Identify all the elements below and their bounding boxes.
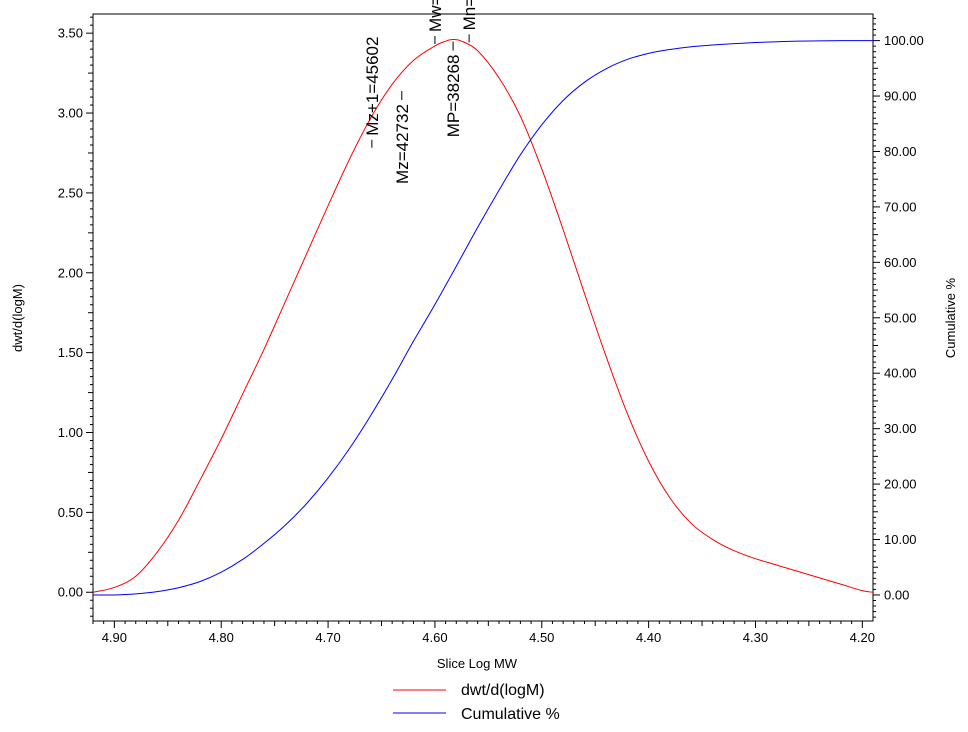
annotation-marker: Mz=42732	[393, 91, 412, 184]
legend: dwt/d(logM) Cumulative %	[393, 682, 560, 723]
y-tick-label: 3.50	[58, 26, 83, 41]
annotation-marker: Mn=36999	[460, 0, 479, 43]
annotation-marker: Mz+1=45602	[363, 37, 382, 148]
y-tick-label: 1.00	[58, 425, 83, 440]
legend-label-dwt: dwt/d(logM)	[461, 682, 545, 699]
legend-label-cumulative: Cumulative %	[461, 706, 560, 723]
annotation-marker: MP=38268	[444, 41, 463, 138]
y2-tick-label: 10.00	[884, 532, 917, 547]
x-tick-label: 4.20	[850, 630, 875, 645]
x-tick-label: 4.70	[315, 630, 340, 645]
y2-axis-title: Cumulative %	[943, 277, 958, 358]
y2-tick-label: 60.00	[884, 255, 917, 270]
plot-area	[92, 13, 874, 622]
y2-tick-label: 50.00	[884, 310, 917, 325]
y-tick-label: 0.00	[58, 585, 83, 600]
y-tick-label: 3.00	[58, 106, 83, 121]
x-tick-label: 4.50	[529, 630, 554, 645]
y-tick-label: 0.50	[58, 505, 83, 520]
y2-tick-label: 40.00	[884, 366, 917, 381]
x-tick-label: 4.30	[743, 630, 768, 645]
annotation-label: Mw=39850	[426, 0, 445, 32]
annotation-label: Mz=42732	[393, 104, 412, 184]
annotation-label: Mn=36999	[460, 0, 479, 30]
x-tick-label: 4.40	[636, 630, 661, 645]
x-tick-label: 4.80	[209, 630, 234, 645]
series-line-dwt	[92, 39, 874, 593]
y-tick-label: 1.50	[58, 345, 83, 360]
annotation-marker: Mw=39850	[426, 0, 445, 44]
series-layer	[92, 39, 874, 596]
annotation-label: MP=38268	[444, 55, 463, 138]
y2-tick-label: 30.00	[884, 421, 917, 436]
y2-tick-label: 70.00	[884, 199, 917, 214]
y-tick-label: 2.50	[58, 185, 83, 200]
x-tick-label: 4.60	[422, 630, 447, 645]
y2-tick-label: 20.00	[884, 477, 917, 492]
annotation-label: Mz+1=45602	[363, 37, 382, 136]
y-axis-title: dwt/d(logM)	[10, 284, 25, 352]
series-line-cumulative	[92, 40, 873, 596]
y2-tick-label: 0.00	[884, 587, 909, 602]
y-tick-label: 2.00	[58, 265, 83, 280]
x-axis-title: Slice Log MW	[437, 656, 518, 671]
molecular-weight-annotations: Mz+1=45602 Mz=42732 Mw=39850 MP=38268 Mn=369…	[363, 0, 479, 184]
axis-ticks: 4.90 4.80 4.70 4.60 4.50 4.40 4.30 4.20 0.00 0.50…	[58, 16, 924, 645]
x-tick-label: 4.90	[102, 630, 127, 645]
y2-tick-label: 80.00	[884, 144, 917, 159]
y2-tick-label: 100.00	[884, 33, 924, 48]
y2-tick-label: 90.00	[884, 89, 917, 104]
